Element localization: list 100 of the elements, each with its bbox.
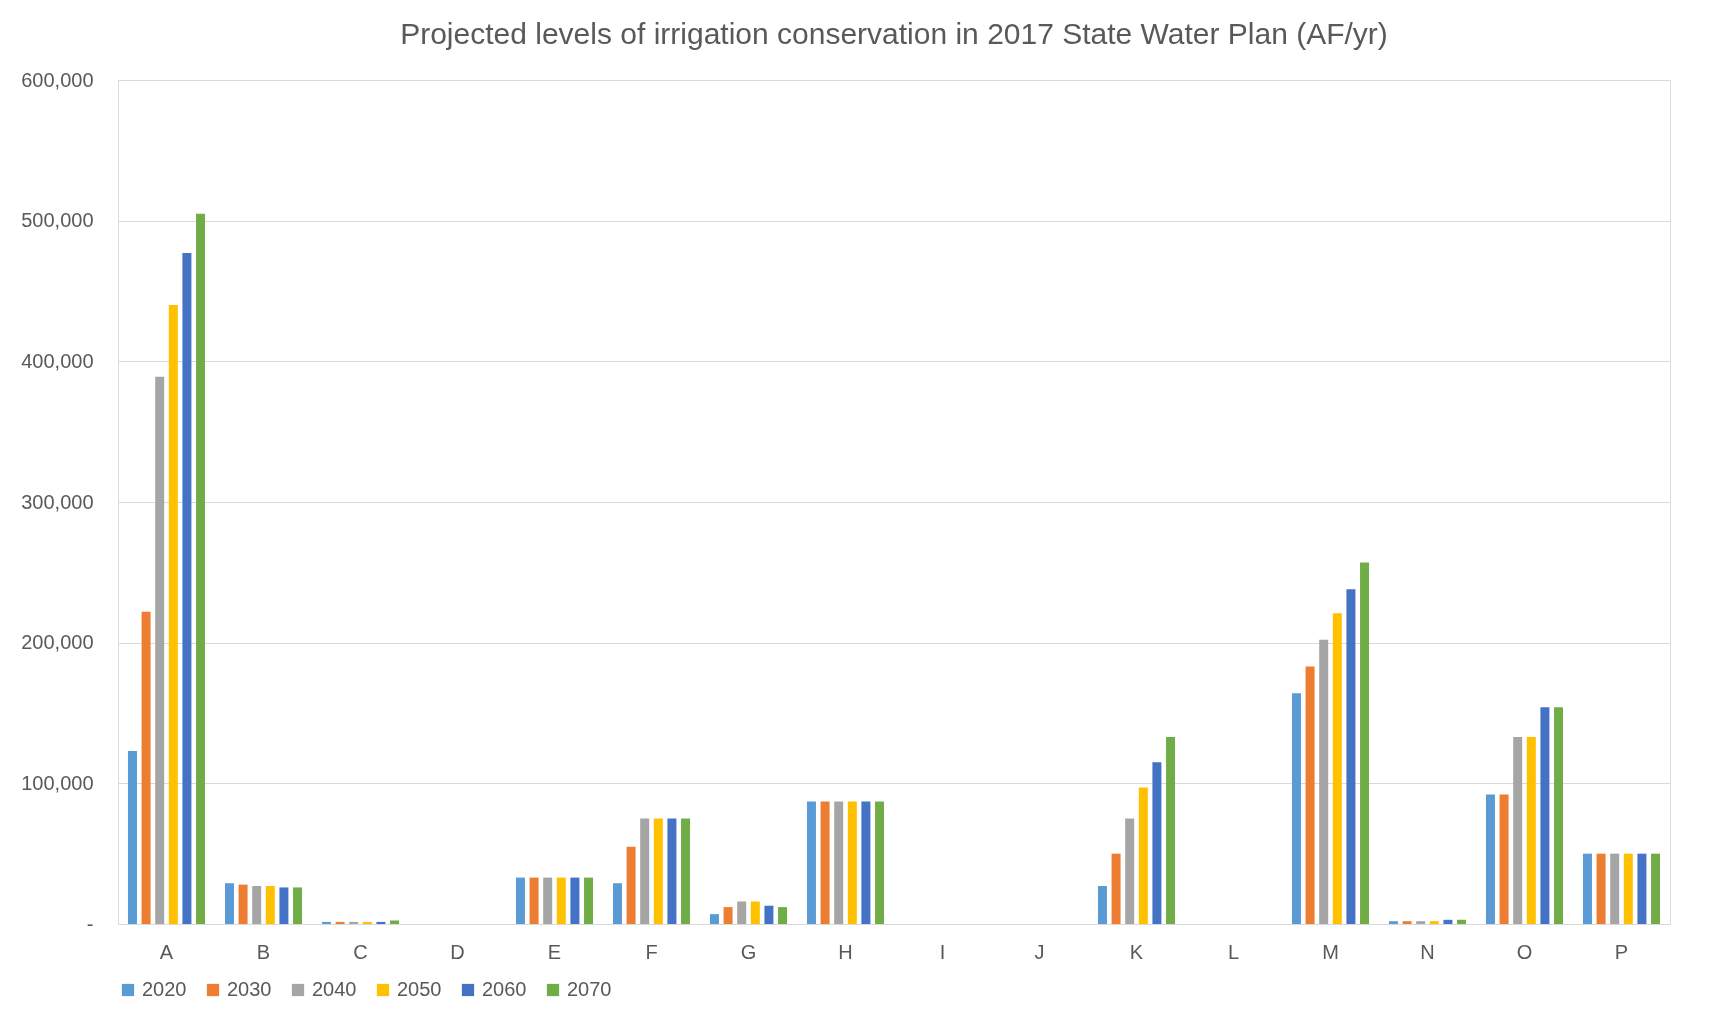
- legend-label: 2070: [567, 978, 612, 1000]
- bar: [1360, 562, 1370, 924]
- bar: [1651, 853, 1661, 924]
- y-tick-label: 500,000: [21, 209, 94, 232]
- y-tick-label: 100,000: [21, 771, 94, 794]
- x-tick-label: M: [1322, 940, 1339, 963]
- bar: [543, 877, 553, 924]
- x-tick-label: E: [547, 940, 562, 963]
- bar: [723, 907, 733, 924]
- bar: [390, 920, 400, 924]
- x-tick-label: P: [1614, 940, 1629, 963]
- bar: [362, 921, 372, 924]
- bar: [847, 801, 857, 924]
- bar: [1346, 589, 1356, 924]
- bar: [293, 887, 303, 924]
- x-tick-label: J: [1034, 940, 1045, 963]
- x-tick-label: O: [1516, 940, 1533, 963]
- bar: [806, 801, 816, 924]
- bar: [764, 905, 774, 924]
- bar: [1332, 613, 1342, 924]
- bar: [1485, 794, 1495, 924]
- bar: [349, 921, 359, 924]
- bar: [335, 921, 345, 924]
- x-tick-label: I: [939, 940, 946, 963]
- x-tick-label: F: [645, 940, 658, 963]
- bar: [709, 914, 719, 924]
- bar: [667, 818, 677, 924]
- bar: [127, 750, 137, 924]
- bar: [1305, 666, 1315, 924]
- bar: [1402, 921, 1412, 924]
- x-tick-label: G: [740, 940, 757, 963]
- x-tick-label: L: [1227, 940, 1240, 963]
- bar: [875, 801, 885, 924]
- bar: [1138, 787, 1148, 924]
- bar: [1319, 639, 1329, 924]
- bar: [1457, 919, 1467, 924]
- bar: [750, 901, 760, 924]
- bar: [1152, 762, 1162, 924]
- legend-label: 2060: [482, 978, 527, 1000]
- bar: [653, 818, 663, 924]
- bar: [141, 611, 151, 924]
- bar: [224, 883, 234, 924]
- x-tick-label: D: [450, 940, 465, 963]
- bar: [1596, 853, 1606, 924]
- bar: [1291, 693, 1301, 924]
- bar: [640, 818, 650, 924]
- x-tick-label: A: [159, 940, 174, 963]
- bar: [515, 877, 525, 924]
- bar: [1429, 921, 1439, 924]
- bar: [1623, 853, 1633, 924]
- bar: [182, 253, 192, 924]
- bar: [1443, 919, 1453, 924]
- bar: [1097, 886, 1107, 924]
- y-tick-label: 300,000: [21, 490, 94, 513]
- bar: [1416, 921, 1426, 924]
- bar: [1166, 736, 1176, 924]
- bar: [376, 921, 386, 924]
- y-tick-label: 200,000: [21, 631, 94, 654]
- bar: [238, 884, 248, 924]
- bar: [1526, 736, 1536, 924]
- bar: [861, 801, 871, 924]
- bar: [1125, 818, 1135, 924]
- bar: [834, 801, 844, 924]
- bar: [155, 376, 165, 924]
- bar: [820, 801, 830, 924]
- bar: [626, 846, 636, 924]
- bar: [556, 877, 566, 924]
- x-tick-label: C: [353, 940, 368, 963]
- bar: [1513, 736, 1523, 924]
- x-tick-label: B: [256, 940, 271, 963]
- bar: [529, 877, 539, 924]
- bar: [168, 305, 178, 924]
- y-tick-label: 600,000: [21, 68, 94, 91]
- bar: [612, 883, 622, 924]
- x-tick-label: N: [1420, 940, 1435, 963]
- bar: [1111, 853, 1121, 924]
- bar: [1540, 707, 1550, 924]
- bar: [737, 901, 747, 924]
- bar: [279, 887, 289, 924]
- bar: [321, 921, 331, 924]
- bar: [265, 886, 275, 924]
- bar: [1388, 921, 1398, 924]
- legend-label: 2050: [397, 978, 442, 1000]
- bar: [1582, 853, 1592, 924]
- legend-label: 2040: [312, 978, 357, 1000]
- x-tick-label: K: [1129, 940, 1144, 963]
- legend-label: 2030: [227, 978, 272, 1000]
- x-tick-label: H: [838, 940, 853, 963]
- y-tick-label: -: [86, 912, 94, 935]
- bar: [1499, 794, 1509, 924]
- chart-title: Projected levels of irrigation conservation in 2017 State Water Plan (AF/yr): [400, 17, 1388, 50]
- y-tick-label: 400,000: [21, 349, 94, 372]
- bar: [252, 886, 262, 924]
- bar: [196, 213, 206, 924]
- legend-label: 2020: [142, 978, 187, 1000]
- bar: [1610, 853, 1620, 924]
- bar: [778, 907, 788, 924]
- bar: [1554, 707, 1564, 924]
- bar: [681, 818, 691, 924]
- bar: [1637, 853, 1647, 924]
